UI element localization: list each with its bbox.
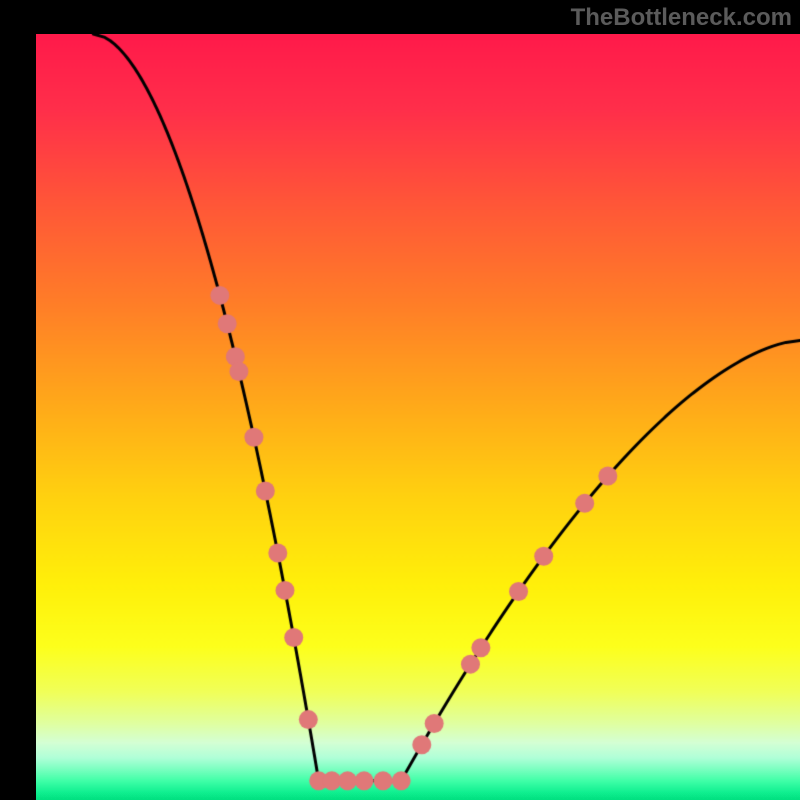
watermark-text: TheBottleneck.com: [571, 4, 792, 32]
